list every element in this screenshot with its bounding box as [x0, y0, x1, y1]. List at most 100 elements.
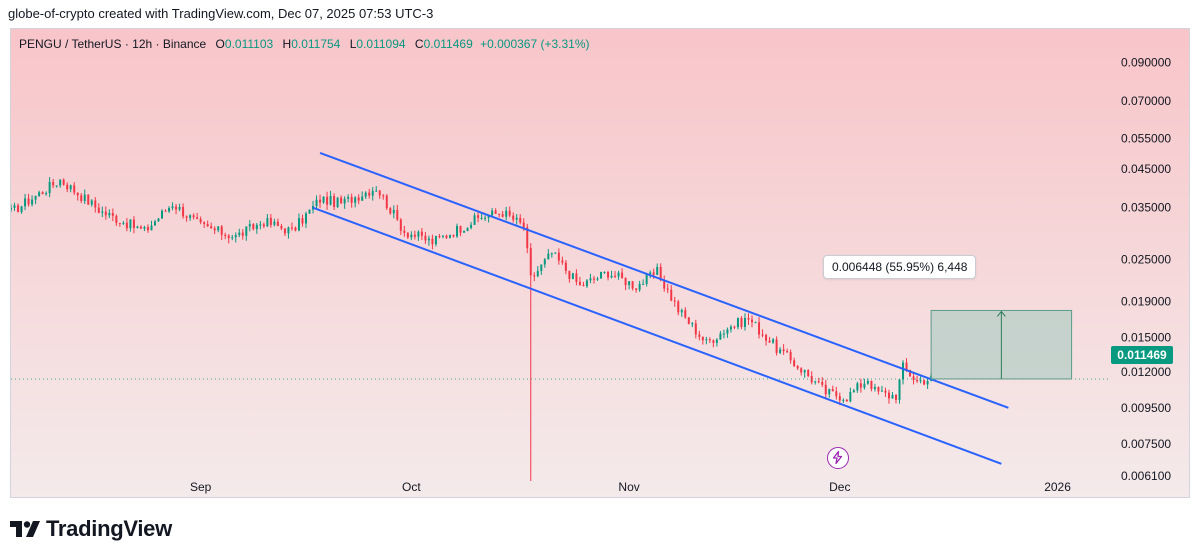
candle	[772, 337, 775, 344]
candle-body	[852, 390, 855, 393]
candle	[17, 203, 20, 213]
candle-body	[758, 322, 761, 335]
x-tick-label: Nov	[618, 480, 639, 494]
candle-body	[708, 339, 711, 341]
candle	[519, 214, 522, 225]
candle	[543, 258, 546, 268]
candle	[378, 189, 381, 199]
candle-body	[441, 235, 444, 237]
candle-body	[870, 380, 873, 389]
candle	[101, 206, 104, 218]
candle-body	[308, 209, 311, 214]
candle	[375, 186, 378, 192]
logo-text: TradingView	[46, 516, 172, 541]
candle	[698, 330, 701, 341]
candle-body	[666, 288, 669, 290]
candle-body	[259, 224, 262, 226]
candle-body	[540, 264, 543, 271]
candle-body	[382, 195, 385, 197]
candle-body	[880, 390, 883, 392]
candle	[308, 209, 311, 214]
candle-body	[157, 218, 160, 222]
candle-body	[238, 232, 241, 236]
candle-body	[115, 215, 118, 223]
measure-label: 0.006448 (55.95%) 6,448	[823, 255, 977, 279]
chart-background	[11, 29, 1189, 497]
candle	[775, 336, 778, 356]
price-chart[interactable]: 0.090000 0.070000 0.055000 0.045000 0.035000…	[11, 29, 1190, 498]
candle	[34, 195, 37, 205]
candle-body	[326, 196, 329, 205]
chart-panel[interactable]: 0.090000 0.070000 0.055000 0.045000 0.035000…	[10, 28, 1190, 498]
candle	[736, 317, 739, 330]
candle-body	[789, 352, 792, 361]
candle-body	[835, 391, 838, 397]
candle-body	[336, 197, 339, 207]
candle-body	[645, 274, 648, 284]
candle	[670, 285, 673, 302]
candle-body	[27, 198, 30, 205]
candle-body	[926, 380, 929, 385]
candle-body	[491, 210, 494, 216]
candle-body	[333, 195, 336, 207]
candle	[873, 383, 876, 392]
candle-body	[269, 217, 272, 225]
candle-body	[427, 238, 430, 241]
candle-body	[24, 198, 27, 207]
candle	[143, 225, 146, 232]
candle	[343, 196, 346, 209]
candle	[108, 209, 111, 219]
high-label: H	[282, 37, 292, 51]
candle	[94, 197, 97, 213]
candle-body	[477, 215, 480, 218]
candle	[782, 344, 785, 355]
candle-body	[245, 226, 248, 236]
candle-body	[48, 181, 51, 194]
candle	[192, 213, 195, 220]
candle	[526, 223, 529, 254]
candle-body	[52, 181, 55, 186]
candle	[217, 226, 220, 233]
candle	[768, 336, 771, 343]
candle	[568, 270, 571, 283]
candle	[347, 194, 350, 203]
candle	[224, 232, 227, 240]
candle-body	[168, 208, 171, 212]
candle	[765, 333, 768, 346]
candle-body	[55, 185, 58, 187]
candle	[452, 234, 455, 238]
symbol-name[interactable]: PENGU / TetherUS · 12h · Binance	[19, 37, 207, 51]
candle	[786, 348, 789, 354]
candle	[403, 225, 406, 237]
tradingview-logo[interactable]: TradingView	[10, 516, 172, 542]
candle	[751, 315, 754, 328]
candle	[880, 385, 883, 392]
candle-body	[480, 217, 483, 219]
candle	[297, 213, 300, 232]
candle	[603, 271, 606, 274]
candle-body	[305, 213, 307, 224]
y-tick-label: 0.019000	[1121, 294, 1171, 308]
candle-body	[515, 217, 518, 220]
lightning-bolt-icon[interactable]	[827, 447, 849, 469]
candle	[564, 259, 567, 275]
x-tick-label: Dec	[829, 480, 850, 494]
candle	[238, 228, 241, 238]
candle	[153, 219, 156, 226]
candle	[410, 231, 413, 241]
candle	[540, 264, 543, 275]
y-tick-label: 0.090000	[1121, 56, 1171, 70]
candle	[642, 279, 645, 285]
candle	[919, 376, 922, 384]
candle-body	[143, 226, 146, 229]
last-price-tag: 0.011469	[1111, 346, 1173, 364]
candle	[396, 204, 399, 221]
candle	[427, 235, 430, 246]
candle	[336, 197, 339, 209]
candle	[104, 206, 107, 220]
candle-body	[371, 190, 374, 196]
candle	[199, 216, 202, 225]
candle-body	[536, 270, 539, 277]
candle	[912, 371, 915, 385]
candle-body	[399, 219, 402, 231]
